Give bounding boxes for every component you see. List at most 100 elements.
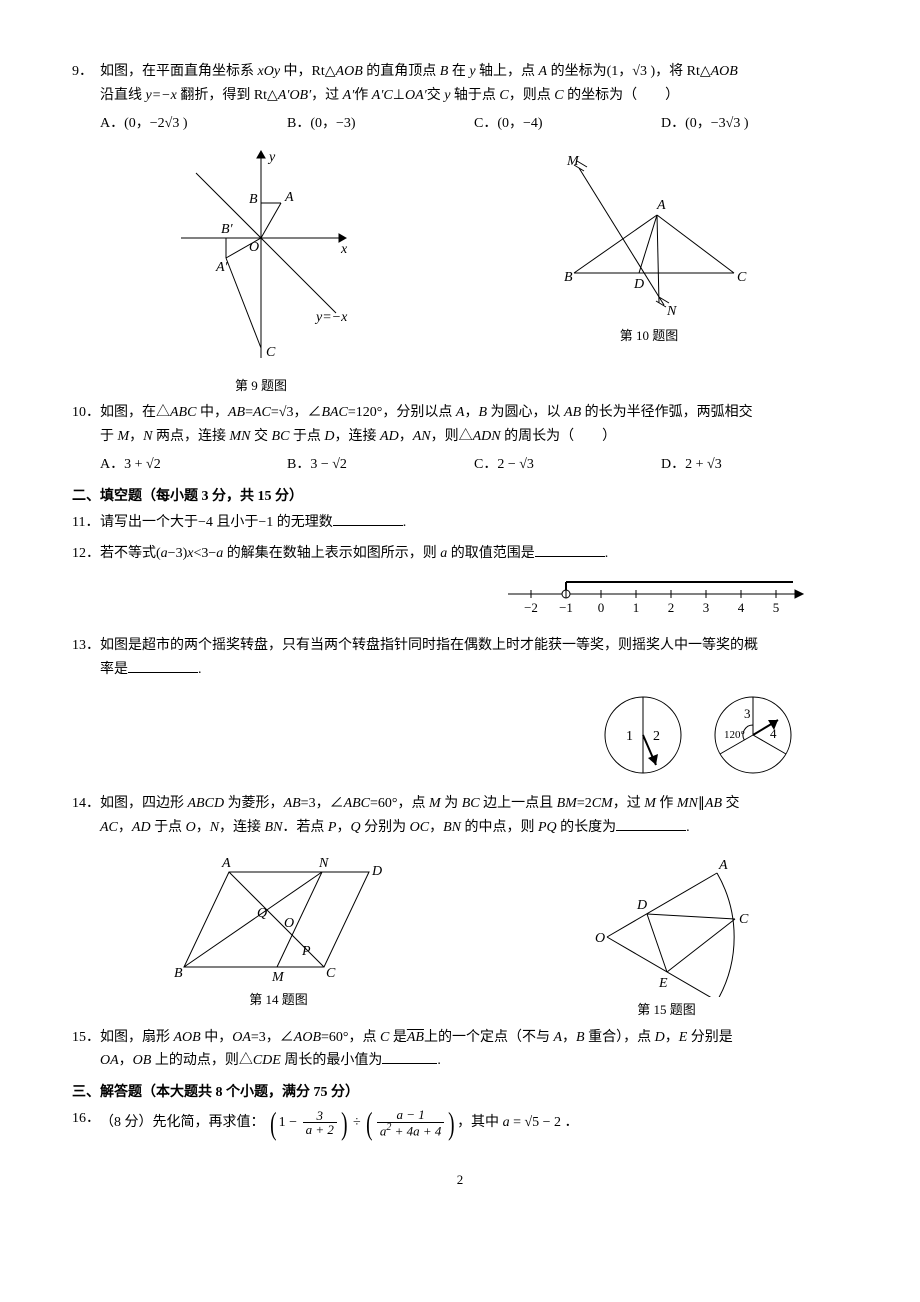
- svg-text:D: D: [633, 277, 644, 292]
- svg-text:4: 4: [738, 600, 745, 615]
- q15-e: E: [679, 1030, 688, 1045]
- figure-15: AD OC EB 第 15 题图: [577, 847, 757, 1021]
- fig14-svg: AND BMC QOP: [164, 847, 394, 987]
- q15-number: 15．: [72, 1026, 100, 1074]
- q9-l2e: 交: [427, 88, 445, 103]
- q10-options: A．3 + √2 B．3 − √2 C．2 − √3 D．2 + √3: [100, 453, 848, 477]
- q9-l2c: ，过: [311, 88, 343, 103]
- q15-t9: ，: [665, 1030, 679, 1045]
- question-15: 15． 如图，扇形 AOB 中，OA=3，∠AOB=60°，点 C 是AB上的一…: [72, 1026, 848, 1074]
- q12-number: 12．: [72, 542, 100, 566]
- q14-l2i: ，: [429, 820, 443, 835]
- svg-text:O: O: [284, 916, 294, 931]
- q10-abc: ABC: [170, 405, 196, 420]
- q15-t7: ，: [562, 1030, 576, 1045]
- figure-10: MA BD CN 第 10 题图: [539, 143, 759, 397]
- q15-t1: 如图，扇形: [100, 1030, 174, 1045]
- q15-blank: [382, 1049, 437, 1064]
- q13-period: .: [198, 662, 202, 677]
- q14-mn: MN: [677, 796, 698, 811]
- q15-a: A: [553, 1030, 562, 1045]
- q11-number: 11．: [72, 511, 100, 535]
- q10-t8g: ，: [399, 429, 413, 444]
- q16-minus2: − 2 ．: [539, 1115, 578, 1130]
- q14-n: N: [210, 820, 219, 835]
- q14-bn2: BN: [443, 820, 461, 835]
- q15-l2d: 周长的最小值为: [281, 1053, 383, 1068]
- fig10-svg: MA BD CN: [539, 143, 759, 323]
- spinner-r1: 3: [744, 706, 751, 721]
- q12-t1: 若不等式(: [100, 546, 161, 561]
- svg-text:O: O: [595, 931, 605, 946]
- svg-text:−2: −2: [524, 600, 538, 615]
- q15-l2b: ，: [119, 1053, 133, 1068]
- q14-l2h: 分别为: [361, 820, 410, 835]
- q12-t2: −3): [168, 546, 188, 561]
- q10-eq2: =: [271, 405, 279, 420]
- svg-text:O: O: [249, 240, 259, 255]
- q9-l2f: 轴于点: [450, 88, 499, 103]
- q14-l2k: 的长度为: [557, 820, 617, 835]
- q10-t4: =120°，分别以点: [348, 405, 456, 420]
- q13-t1: 如图是超市的两个摇奖转盘，只有当两个转盘指针同时指在偶数上时才能获一等奖，则摇奖…: [100, 638, 758, 653]
- q9-l2d: 作: [354, 88, 372, 103]
- q12-period: .: [605, 546, 609, 561]
- q15-c: C: [380, 1030, 389, 1045]
- q14-l2d: ，: [196, 820, 210, 835]
- svg-text:E: E: [658, 976, 668, 991]
- q15-ob: OB: [133, 1053, 152, 1068]
- svg-text:D: D: [371, 864, 382, 879]
- q16-a: a: [503, 1115, 510, 1130]
- q15-arc: AB: [407, 1030, 424, 1045]
- q16-f1d: a + 2: [303, 1123, 337, 1137]
- q15-t4: =60°，点: [321, 1030, 380, 1045]
- q12-t5: 的取值范围是: [447, 546, 535, 561]
- svg-text:M: M: [271, 970, 285, 985]
- svg-text:N: N: [666, 304, 677, 319]
- q10-t8c: 两点，连接: [153, 429, 230, 444]
- fig15-svg: AD OC EB: [577, 847, 757, 997]
- q14-t7: =2: [577, 796, 592, 811]
- q15-t5: 是: [389, 1030, 407, 1045]
- q10-m: M: [118, 429, 130, 444]
- q14-l2j: 的中点，则: [461, 820, 538, 835]
- svg-text:B: B: [722, 996, 731, 997]
- question-14: 14． 如图，四边形 ABCD 为菱形，AB=3，∠ABC=60°，点 M 为 …: [72, 792, 848, 840]
- svg-text:C: C: [266, 345, 276, 360]
- q14-bn: BN: [265, 820, 283, 835]
- q16-f1n: 3: [303, 1109, 337, 1124]
- q9-t3: 的直角顶点: [363, 64, 440, 79]
- q15-aob2: AOB: [294, 1030, 321, 1045]
- q15-t3: =3，∠: [251, 1030, 294, 1045]
- q14-blank: [616, 816, 686, 831]
- q14-pq: PQ: [538, 820, 557, 835]
- q14-m: M: [429, 796, 441, 811]
- q10-t8d: 交: [251, 429, 272, 444]
- q10-optA: A．3 + √2: [100, 453, 287, 477]
- spinner-left: 1 2: [598, 690, 688, 780]
- question-13: 13． 如图是超市的两个摇奖转盘，只有当两个转盘指针同时指在偶数上时才能获一等奖…: [72, 634, 848, 682]
- q13-body: 如图是超市的两个摇奖转盘，只有当两个转盘指针同时指在偶数上时才能获一等奖，则摇奖…: [100, 634, 848, 682]
- q9-options: A．(0，−2√3 ) B．(0，−3) C．(0，−4) D．(0，−3√3 …: [100, 112, 848, 136]
- svg-text:D: D: [636, 898, 647, 913]
- q14-ab: AB: [284, 796, 301, 811]
- q9-c: C: [499, 88, 508, 103]
- q16-div: ÷: [353, 1115, 361, 1130]
- q10-t8f: ，连接: [335, 429, 381, 444]
- svg-text:0: 0: [598, 600, 605, 615]
- number-line-figure: −2−1012345: [72, 574, 818, 624]
- q9-t4: 在: [448, 64, 469, 79]
- svg-text:3: 3: [703, 600, 710, 615]
- q9-optB: B．(0，−3): [287, 112, 474, 136]
- q15-body: 如图，扇形 AOB 中，OA=3，∠AOB=60°，点 C 是AB上的一个定点（…: [100, 1026, 848, 1074]
- fig9-caption: 第 9 题图: [161, 375, 361, 397]
- q10-body: 如图，在△ABC 中，AB=AC=√3，∠BAC=120°，分别以点 A，B 为…: [100, 401, 848, 476]
- q14-t3: =3，∠: [301, 796, 344, 811]
- q15-t6: 上的一个定点（不与: [424, 1030, 554, 1045]
- q10-t8b: ，: [129, 429, 143, 444]
- figure-14: AND BMC QOP 第 14 题图: [164, 847, 394, 1021]
- q9-t7: )，将 Rt△: [647, 64, 711, 79]
- q9-optC: C．(0，−4): [474, 112, 661, 136]
- q10-bac: BAC: [321, 405, 347, 420]
- q14-oc: OC: [410, 820, 429, 835]
